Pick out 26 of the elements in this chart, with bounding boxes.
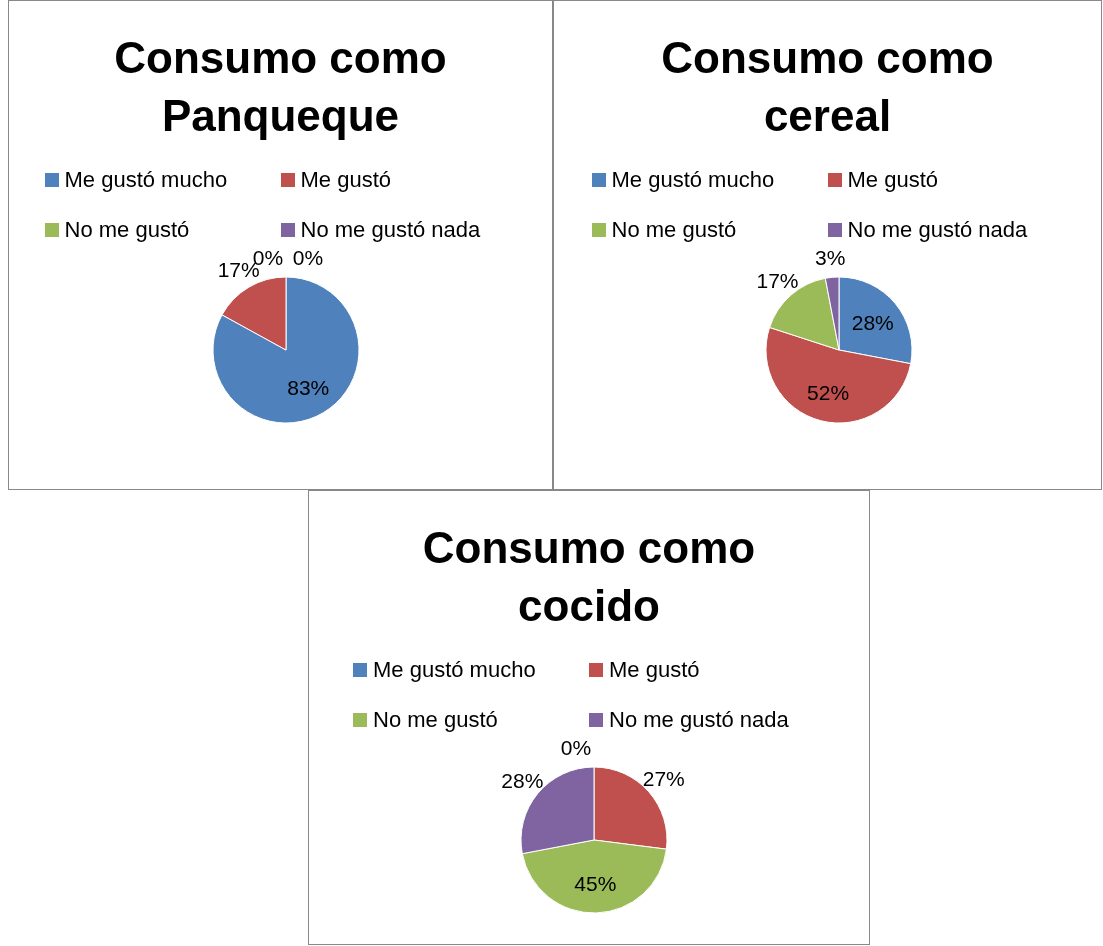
legend-label: Me gustó	[609, 657, 700, 683]
data-label: 27%	[642, 767, 685, 790]
chart-title: Consumo como cereal	[660, 32, 995, 142]
chart-title: Consumo como cocido	[421, 522, 757, 632]
data-label: 17%	[756, 268, 799, 292]
chart-title: Consumo como Panqueque	[113, 32, 448, 142]
legend-label: No me gustó nada	[847, 217, 1028, 243]
data-label: 3%	[815, 245, 846, 269]
legend-label: No me gustó nada	[300, 217, 481, 243]
data-label: 28%	[501, 769, 544, 793]
legend-label: Me gustó	[300, 167, 391, 193]
legend-label: Me gustó mucho	[373, 657, 536, 683]
legend-label: Me gustó	[847, 167, 938, 193]
pie-slice	[212, 276, 360, 424]
legend-label: Me gustó mucho	[64, 167, 228, 193]
data-label: 83%	[287, 376, 330, 400]
legend-label: No me gustó nada	[609, 707, 789, 733]
text: 0%	[292, 245, 324, 269]
data-label: 45%	[574, 872, 617, 896]
text: 0%	[560, 735, 592, 759]
legend-label: No me gustó	[611, 217, 737, 243]
legend-label: Me gustó mucho	[611, 167, 775, 193]
legend-label: No me gustó	[64, 217, 190, 243]
data-label: 28%	[851, 310, 894, 334]
legend-label: No me gustó	[373, 707, 498, 733]
data-label: 52%	[807, 380, 850, 404]
